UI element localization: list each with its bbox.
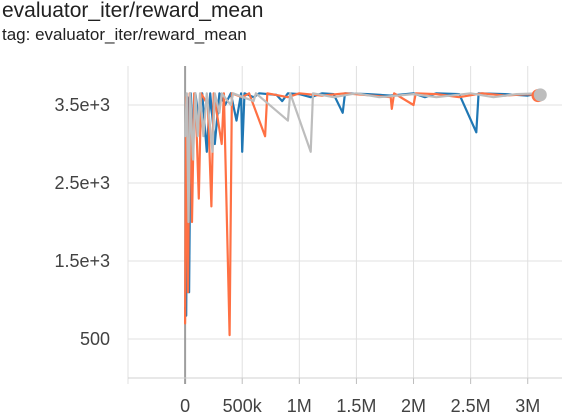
y-tick-label: 1.5e+3 (54, 251, 110, 271)
y-tick-labels: 500 1.5e+3 2.5e+3 3.5e+3 (54, 95, 110, 349)
series-end-marker[interactable] (533, 88, 547, 102)
x-tick-label: 1M (287, 396, 312, 416)
x-tick-label: 2M (401, 396, 426, 416)
x-tick-labels: 0 500k 1M 1.5M 2M 2.5M 3M (180, 396, 540, 416)
series-lines (184, 92, 541, 337)
chart-title: evaluator_iter/reward_mean (2, 0, 264, 22)
x-tick-label: 0 (180, 396, 190, 416)
x-tick-label: 2.5M (451, 396, 491, 416)
series-line-2[interactable] (184, 92, 541, 337)
chart-tag-subtitle: tag: evaluator_iter/reward_mean (2, 25, 247, 44)
x-tick-label: 1.5M (336, 396, 376, 416)
end-markers (531, 88, 547, 103)
x-tick-label: 3M (515, 396, 540, 416)
y-tick-label: 3.5e+3 (54, 95, 110, 115)
series-line-1[interactable] (184, 92, 541, 317)
x-tick-label: 500k (223, 396, 263, 416)
y-tick-label: 500 (80, 329, 110, 349)
series-line-3[interactable] (184, 92, 541, 224)
y-tick-label: 2.5e+3 (54, 173, 110, 193)
